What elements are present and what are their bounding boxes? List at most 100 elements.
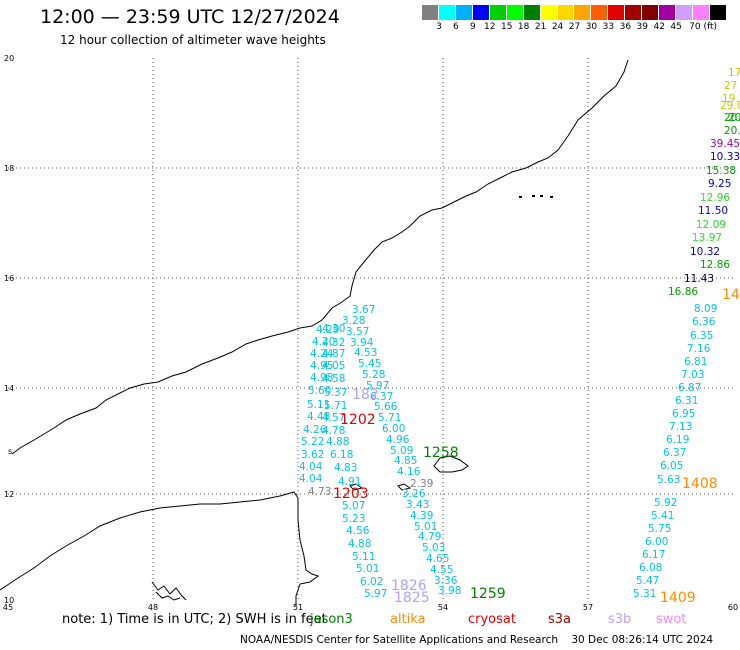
wave-height-value: 5.47 <box>636 575 659 587</box>
wave-height-value: 4.32 <box>322 337 345 349</box>
wave-height-value: 12.96 <box>700 192 730 204</box>
wave-height-value: 4.88 <box>326 436 349 448</box>
wave-height-value: 4.53 <box>354 347 377 359</box>
wave-height-value: 5.03 <box>422 542 445 554</box>
wave-height-value: 4.05 <box>322 360 345 372</box>
small-islet <box>349 483 364 491</box>
scale-swatch <box>472 5 490 20</box>
wave-height-value: 4.58 <box>322 373 345 385</box>
map-title: 12:00 — 23:59 UTC 12/27/2024 <box>40 6 340 28</box>
scale-label: 12 <box>484 22 496 32</box>
pass-time-label: 1408 <box>682 476 718 492</box>
wave-height-value: 3.28 <box>342 315 365 327</box>
scale-swatch <box>676 5 693 20</box>
wave-height-value: 6.00 <box>382 423 405 435</box>
scale-swatch <box>523 5 541 20</box>
scale-swatch <box>574 5 592 20</box>
scale-swatch <box>709 5 727 20</box>
scale-swatch <box>455 5 473 20</box>
scale-label: 70 (ft) <box>689 22 718 32</box>
footer-credit: NOAA/NESDIS Center for Satellite Applica… <box>240 634 714 646</box>
wave-height-value: 6.18 <box>330 449 353 461</box>
wave-height-value: 39.45 <box>710 138 740 150</box>
scale-swatch <box>591 5 609 20</box>
scale-label: 9 <box>469 22 476 32</box>
wave-height-value: 19.2 <box>722 93 740 105</box>
wave-height-value: 12.09 <box>696 219 726 231</box>
scale-swatch <box>540 5 558 20</box>
wave-height-value: 6.95 <box>672 408 695 420</box>
wave-height-value: 6.36 <box>692 316 716 328</box>
wave-height-value: 4.16 <box>397 466 421 478</box>
wave-height-value: 4.04 <box>299 473 323 485</box>
x-tick-label: 48 <box>148 603 158 612</box>
satellite-altika: altika <box>390 612 426 627</box>
wave-height-value: 5.71 <box>324 400 347 412</box>
wave-height-value: 17 <box>728 67 740 79</box>
wave-height-value: 6.81 <box>684 356 707 368</box>
scale-swatch <box>608 5 626 20</box>
wave-height-value: 6.02 <box>360 576 383 588</box>
y-tick-label: 20 <box>4 54 14 63</box>
wave-height-value: 12.86 <box>700 259 730 271</box>
wave-height-value: 4.55 <box>430 564 453 576</box>
wave-height-value: 4.78 <box>322 425 345 437</box>
scale-label: 18 <box>517 22 530 32</box>
wave-height-value: 5.11 <box>352 551 375 563</box>
wave-height-value: 3.26 <box>402 488 426 500</box>
wave-height-value: 3.43 <box>406 499 429 511</box>
scale-swatch <box>422 5 439 20</box>
wave-height-value: 4.39 <box>410 510 433 522</box>
satellite-cryosat: cryosat <box>468 612 516 627</box>
pass-time-label: 1409 <box>660 590 696 606</box>
x-tick-label: 57 <box>583 603 593 612</box>
wave-height-value: 6.05 <box>660 460 683 472</box>
satellite-legend: jason3 altika cryosat s3a s3b swot <box>0 612 740 628</box>
wave-height-value: 12.09 <box>696 219 726 231</box>
wave-height-value: 4.04 <box>299 461 323 473</box>
wave-height-value: 5.11 <box>307 399 330 411</box>
pass-time-label: 1259 <box>470 586 506 602</box>
wave-height-value: 3.57 <box>346 326 369 338</box>
wave-height-value: 4.30 <box>322 323 345 335</box>
pass-time-label: 1825 <box>394 590 430 606</box>
wave-height-value: 27 <box>724 80 737 92</box>
wave-height-value: 5.63 <box>657 474 680 486</box>
scale-label: 6 <box>453 22 459 32</box>
note-line: note: 1) Time is in UTC; 2) SWH is in fe… <box>62 612 327 627</box>
wave-height-value: 4.26 <box>303 424 327 436</box>
wave-height-value: 7.16 <box>687 343 711 355</box>
wave-height-value: 5.07 <box>342 500 365 512</box>
wave-height-value: 5.71 <box>378 412 401 424</box>
wave-height-value: 6.37 <box>663 447 686 459</box>
socotra-island <box>433 455 469 473</box>
y-side-label: s <box>8 447 12 456</box>
wave-height-value: 5.01 <box>414 521 437 533</box>
altimeter-tracks: 3.673.283.573.944.535.455.285.976.375.66… <box>299 67 740 600</box>
x-tick-label: 54 <box>438 603 448 612</box>
wave-height-value: 20.2 <box>728 112 740 124</box>
wave-height-value: 6.00 <box>645 536 668 548</box>
wave-height-value: 7.03 <box>681 369 704 381</box>
wave-height-value: 3.62 <box>301 449 324 461</box>
wave-height-value: 12.96 <box>700 192 730 204</box>
color-scale-bar <box>422 5 727 21</box>
wave-height-value: 3.67 <box>352 304 375 316</box>
wave-height-value: 2.39 <box>410 478 433 490</box>
wave-height-value: 6.35 <box>690 330 713 342</box>
wave-height-value: 6.37 <box>370 391 393 403</box>
wave-height-value: 5.09 <box>390 445 413 457</box>
wave-height-value: 5.97 <box>364 588 387 600</box>
wave-height-value: 4.20 <box>312 336 335 348</box>
scale-label: 27 <box>568 22 581 32</box>
satellite-jason3: jason3 <box>310 612 353 627</box>
wave-height-value: 5.60 <box>308 385 331 397</box>
small-islet <box>397 483 412 491</box>
y-tick-label: 12 <box>4 490 14 499</box>
coastline-somalia <box>0 491 320 606</box>
wave-height-value: 11.43 <box>684 273 714 285</box>
scale-label: 3 <box>436 22 442 32</box>
wave-height-value: 5.23 <box>342 513 365 525</box>
